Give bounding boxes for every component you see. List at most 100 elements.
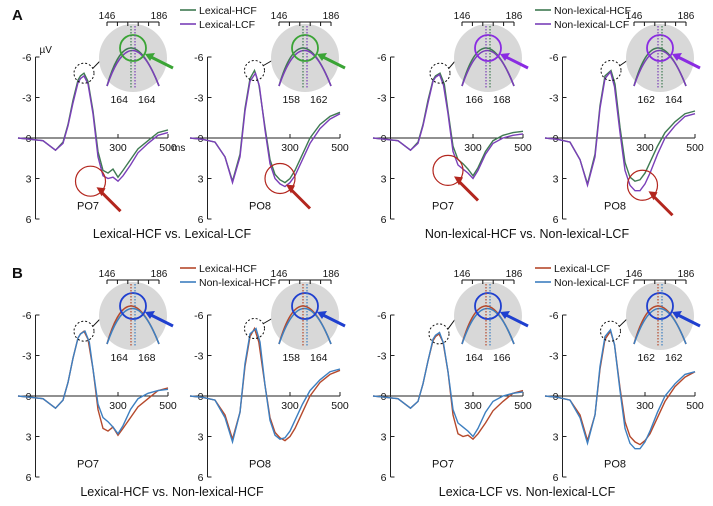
series-line [544,328,696,450]
zoom-inset-bg [454,282,522,350]
zoom-range-start: 146 [271,269,288,280]
x-tick-label: 300 [636,400,654,412]
y-tick-label: -6 [377,310,386,322]
y-tick-label: -6 [194,52,203,64]
y-tick-label: -3 [22,93,31,105]
zoom-arrow-shaft [503,312,529,328]
peak-latency-label: 164 [110,94,128,106]
peak-latency-label: 164 [310,352,328,364]
peak-marker-circle [244,318,265,339]
x-tick-label: 500 [331,142,349,154]
y-tick-label: -6 [194,310,203,322]
peak-latency-label: 164 [465,352,483,364]
y-tick-label: 3 [198,174,204,186]
zoom-highlight-circle [291,292,319,320]
zoom-inset-bg [99,24,167,92]
zoom-range-end: 186 [678,269,695,280]
effect-circle [264,162,296,195]
zoom-range-end: 186 [678,11,695,22]
y-tick-label: -6 [22,52,31,64]
zoom-range-start: 146 [626,269,643,280]
zoom-series-arc [461,49,515,87]
peak-latency-label: 162 [637,94,655,106]
peak-marker-circle [429,62,451,84]
legend-entry: Non-lexical-HCF [554,5,631,17]
x-tick-label: 300 [281,400,299,412]
legend-entry: Lexical-LCF [554,263,610,275]
y-tick-label: 6 [198,472,204,484]
peak-latency-label: 162 [637,352,655,364]
x-tick-label: 300 [464,142,482,154]
y-tick-label: -3 [549,93,558,105]
chart-group-4: Lexica-LCF vs. Non-lexical-LCF Lexical-LC… [372,263,704,499]
effect-arrow-shaft [651,194,674,217]
zoom-range-end: 186 [506,269,523,280]
zoom-arrow-head [672,53,682,61]
peak-latency-label: 164 [138,94,156,106]
zoom-arrow-shaft [148,312,174,328]
peak-latency-label: 162 [310,94,328,106]
panel-label: B [12,265,23,282]
zoom-arrow-head [500,311,510,319]
effect-circle [432,154,464,186]
legend-entry: Lexical-LCF [199,19,255,31]
zoom-series-arc [106,307,160,345]
zoom-arrow-head [145,53,155,61]
zoom-arrow-shaft [503,54,529,70]
y-axis-label: µV [40,45,53,56]
y-tick-label: -3 [194,351,203,363]
peak-marker-circle [600,320,621,342]
effect-arrow-head [286,184,295,194]
zoom-arrow-head [500,53,510,61]
zoom-inset-bg [454,24,522,92]
x-tick-label: 500 [514,400,532,412]
y-tick-label: -3 [194,93,203,105]
electrode-label: PO8 [249,459,271,471]
electrode-label: PO7 [432,201,454,213]
x-tick-label: 300 [636,142,654,154]
chart-group-1: A Lexical-HCF vs. Lexical-LCF Lexical-HCF L… [12,5,349,241]
peak-latency-label: 168 [493,94,511,106]
peak-latency-label: 158 [282,94,300,106]
zoom-range-end: 186 [323,269,340,280]
y-tick-label: 3 [198,432,204,444]
zoom-arrow-head [317,53,327,61]
electrode-label: PO8 [249,201,271,213]
x-tick-label: 500 [686,142,704,154]
zoom-series-arc [633,49,687,87]
effect-arrow-shaft [288,187,312,210]
y-tick-label: 6 [26,214,32,226]
x-tick-label: 500 [159,400,177,412]
zoom-series-arc [106,49,160,87]
series-line [17,74,169,183]
zoom-range-start: 146 [454,11,471,22]
panel-label: A [12,7,23,24]
zoom-arrow-head [672,311,682,319]
zoom-arrow-head [145,311,155,319]
effect-arrow-head [454,176,463,186]
zoom-arrow-shaft [675,54,701,70]
zoom-range-end: 186 [506,11,523,22]
zoom-arrow-shaft [320,312,346,328]
zoom-series-arc [461,307,515,345]
peak-marker-circle [244,60,265,81]
legend-entry: Non-lexical-LCF [554,19,629,31]
effect-arrow-head [96,187,106,197]
electrode-label: PO7 [432,459,454,471]
x-tick-label: 300 [464,400,482,412]
chart-title: Non-lexical-HCF vs. Non-lexical-LCF [425,227,630,241]
effect-arrow-head [648,191,658,201]
y-tick-label: 6 [381,214,387,226]
zoom-highlight-circle [646,292,674,320]
effect-circle [74,165,107,197]
electrode-label: PO7 [77,459,99,471]
y-tick-label: 6 [26,472,32,484]
y-tick-label: 6 [381,472,387,484]
